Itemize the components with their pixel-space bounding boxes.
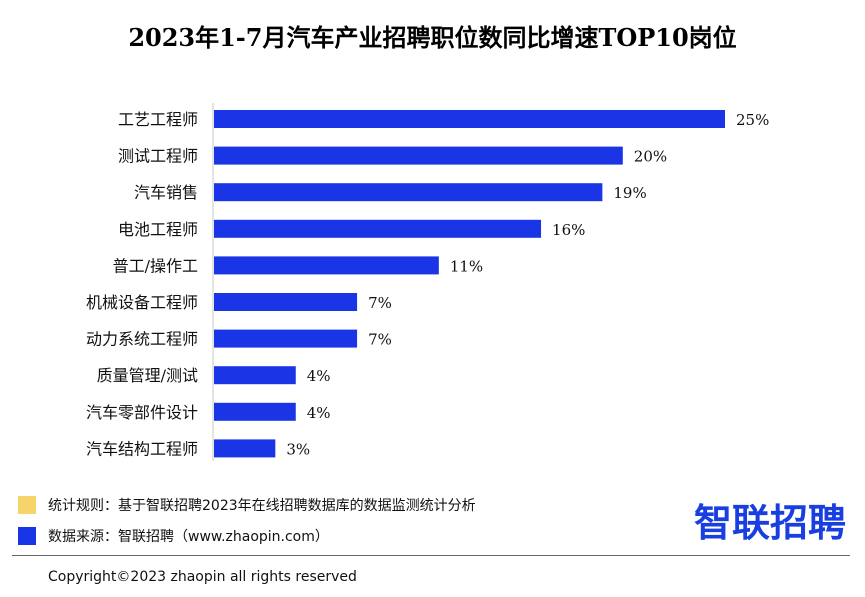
bar	[214, 366, 296, 385]
bar	[214, 146, 623, 165]
source-text: 数据来源：智联招聘（www.zhaopin.com）	[48, 529, 329, 545]
category-label: 机械设备工程师	[86, 293, 198, 312]
value-label: 25%	[736, 111, 769, 129]
value-label: 7%	[368, 294, 392, 312]
rules-text: 统计规则：基于智联招聘2023年在线招聘数据库的数据监测统计分析	[48, 498, 476, 514]
category-label: 汽车销售	[134, 183, 198, 202]
category-label: 测试工程师	[118, 147, 198, 166]
value-label: 4%	[307, 404, 331, 422]
source-swatch	[18, 527, 36, 545]
bar	[214, 183, 603, 202]
category-label: 汽车零部件设计	[86, 403, 198, 422]
zhaopin-logo: 智联招聘	[694, 501, 847, 545]
value-label: 7%	[368, 331, 392, 349]
category-label: 普工/操作工	[113, 256, 198, 275]
footnote-rules: 统计规则：基于智联招聘2023年在线招聘数据库的数据监测统计分析	[18, 495, 476, 515]
value-label: 16%	[552, 221, 585, 239]
bar	[214, 256, 439, 275]
bar	[214, 329, 358, 348]
value-label: 4%	[307, 367, 331, 385]
bar	[214, 402, 296, 421]
footnote-source: 数据来源：智联招聘（www.zhaopin.com）	[18, 526, 329, 546]
category-label: 电池工程师	[118, 220, 198, 239]
category-label: 汽车结构工程师	[86, 439, 198, 458]
category-label: 工艺工程师	[118, 110, 198, 129]
value-label: 11%	[450, 257, 483, 275]
value-label: 19%	[613, 184, 646, 202]
category-label: 质量管理/测试	[97, 366, 198, 385]
bars-layer: 工艺工程师 25% 测试工程师 20% 汽车销售 19% 电池工程师 16% 普工/操作工 11%…	[86, 110, 769, 458]
rules-swatch	[18, 496, 36, 514]
bar-chart: 工艺工程师 25% 测试工程师 20% 汽车销售 19% 电池工程师 16% 普工/操作工 11%…	[86, 103, 769, 461]
value-label: 20%	[634, 148, 667, 166]
divider	[12, 555, 850, 556]
copyright-text: Copyright©2023 zhaopin all rights reserv…	[48, 569, 357, 585]
bar	[214, 293, 358, 311]
bar	[214, 219, 542, 238]
value-label: 3%	[286, 440, 310, 458]
category-label: 动力系统工程师	[86, 330, 198, 349]
chart-title: 2023年1-7月汽车产业招聘职位数同比增速TOP10岗位	[128, 23, 737, 52]
bar	[214, 110, 725, 128]
bar	[214, 439, 276, 458]
